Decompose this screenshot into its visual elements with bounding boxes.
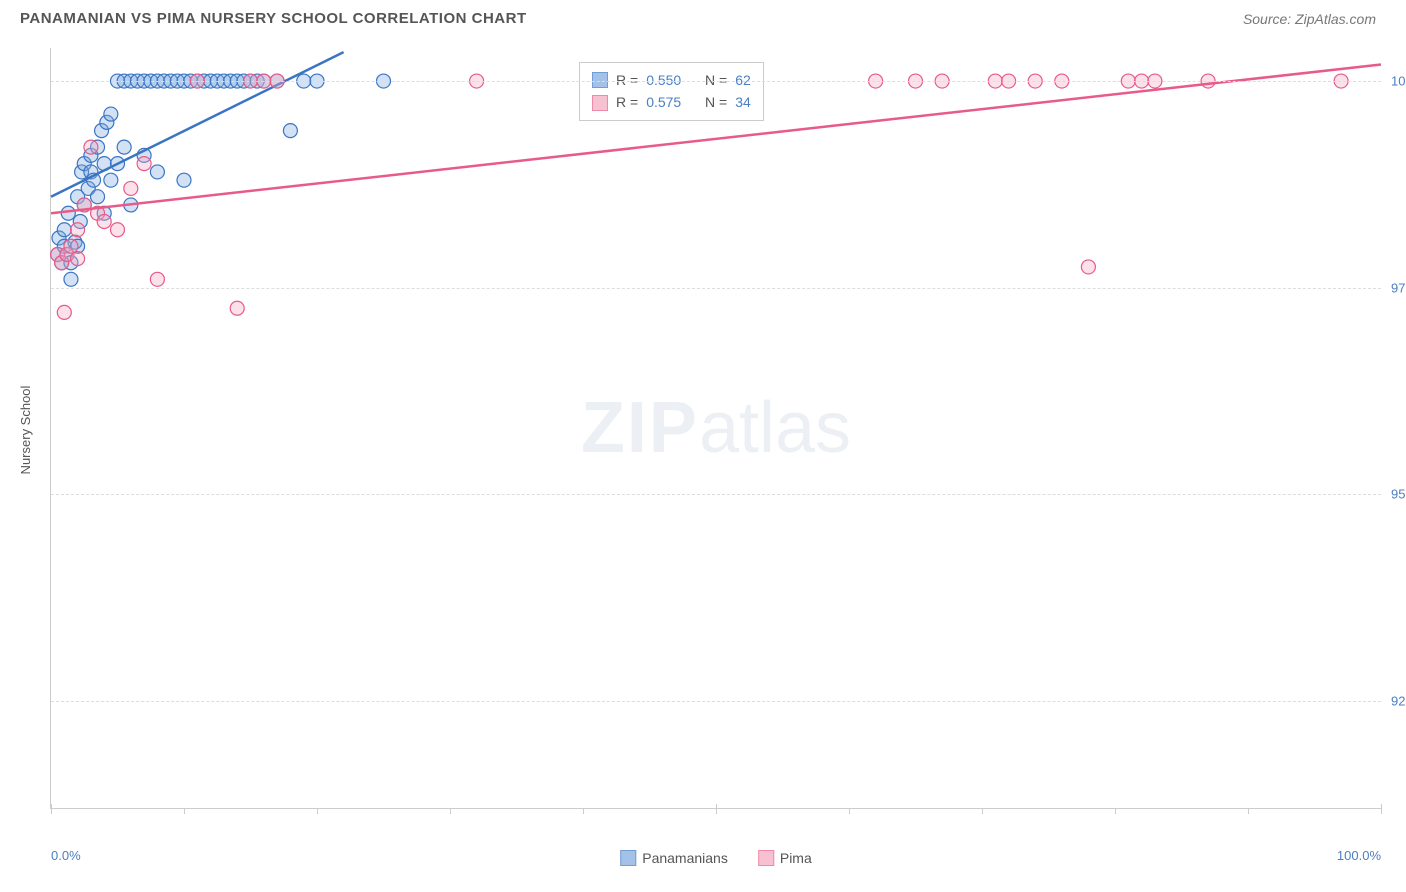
data-point (230, 301, 244, 315)
series-swatch (592, 95, 608, 111)
x-tick (982, 808, 983, 814)
x-tick (583, 808, 584, 814)
x-tick (317, 808, 318, 814)
data-point (283, 124, 297, 138)
legend-label: Pima (780, 850, 812, 866)
gridline (51, 81, 1381, 82)
y-tick-label: 95.0% (1391, 487, 1406, 502)
chart-header: PANAMANIAN VS PIMA NURSERY SCHOOL CORREL… (0, 0, 1406, 35)
x-tick (184, 808, 185, 814)
stats-row: R = 0.575 N = 34 (592, 91, 751, 113)
data-point (64, 239, 78, 253)
data-point (91, 190, 105, 204)
x-tick (1248, 808, 1249, 814)
data-point (1081, 260, 1095, 274)
legend-item: Pima (758, 850, 812, 866)
n-label: N = (705, 91, 727, 113)
r-value: 0.575 (646, 91, 681, 113)
data-point (137, 157, 151, 171)
data-point (97, 214, 111, 228)
data-point (111, 223, 125, 237)
data-point (104, 107, 118, 121)
data-point (150, 165, 164, 179)
gridline (51, 288, 1381, 289)
data-point (150, 272, 164, 286)
legend-swatch (620, 850, 636, 866)
gridline (51, 494, 1381, 495)
gridline (51, 701, 1381, 702)
data-point (57, 223, 71, 237)
y-tick-label: 100.0% (1391, 74, 1406, 89)
x-tick (849, 808, 850, 814)
n-value: 34 (735, 91, 751, 113)
x-tick-label: 100.0% (1337, 848, 1381, 863)
y-tick-label: 92.5% (1391, 693, 1406, 708)
chart-title: PANAMANIAN VS PIMA NURSERY SCHOOL CORREL… (20, 10, 527, 27)
x-tick (716, 804, 717, 814)
y-axis-label: Nursery School (18, 386, 33, 475)
r-label: R = (616, 91, 638, 113)
scatter-svg (51, 48, 1381, 808)
x-tick (1115, 808, 1116, 814)
chart-plot-area: ZIPatlas R = 0.550 N = 62 R = 0.575 N = … (50, 48, 1381, 809)
data-point (64, 272, 78, 286)
bottom-legend: Panamanians Pima (620, 850, 812, 866)
data-point (104, 173, 118, 187)
data-point (57, 305, 71, 319)
data-point (71, 252, 85, 266)
y-tick-label: 97.5% (1391, 280, 1406, 295)
data-point (84, 140, 98, 154)
legend-item: Panamanians (620, 850, 728, 866)
data-point (117, 140, 131, 154)
x-tick (1381, 804, 1382, 814)
data-point (177, 173, 191, 187)
x-tick (51, 804, 52, 814)
data-point (124, 181, 138, 195)
legend-swatch (758, 850, 774, 866)
data-point (61, 206, 75, 220)
source-label: Source: ZipAtlas.com (1243, 11, 1376, 27)
x-tick-label: 0.0% (51, 848, 81, 863)
data-point (71, 223, 85, 237)
x-tick (450, 808, 451, 814)
legend-label: Panamanians (642, 850, 728, 866)
correlation-stats-box: R = 0.550 N = 62 R = 0.575 N = 34 (579, 62, 764, 121)
